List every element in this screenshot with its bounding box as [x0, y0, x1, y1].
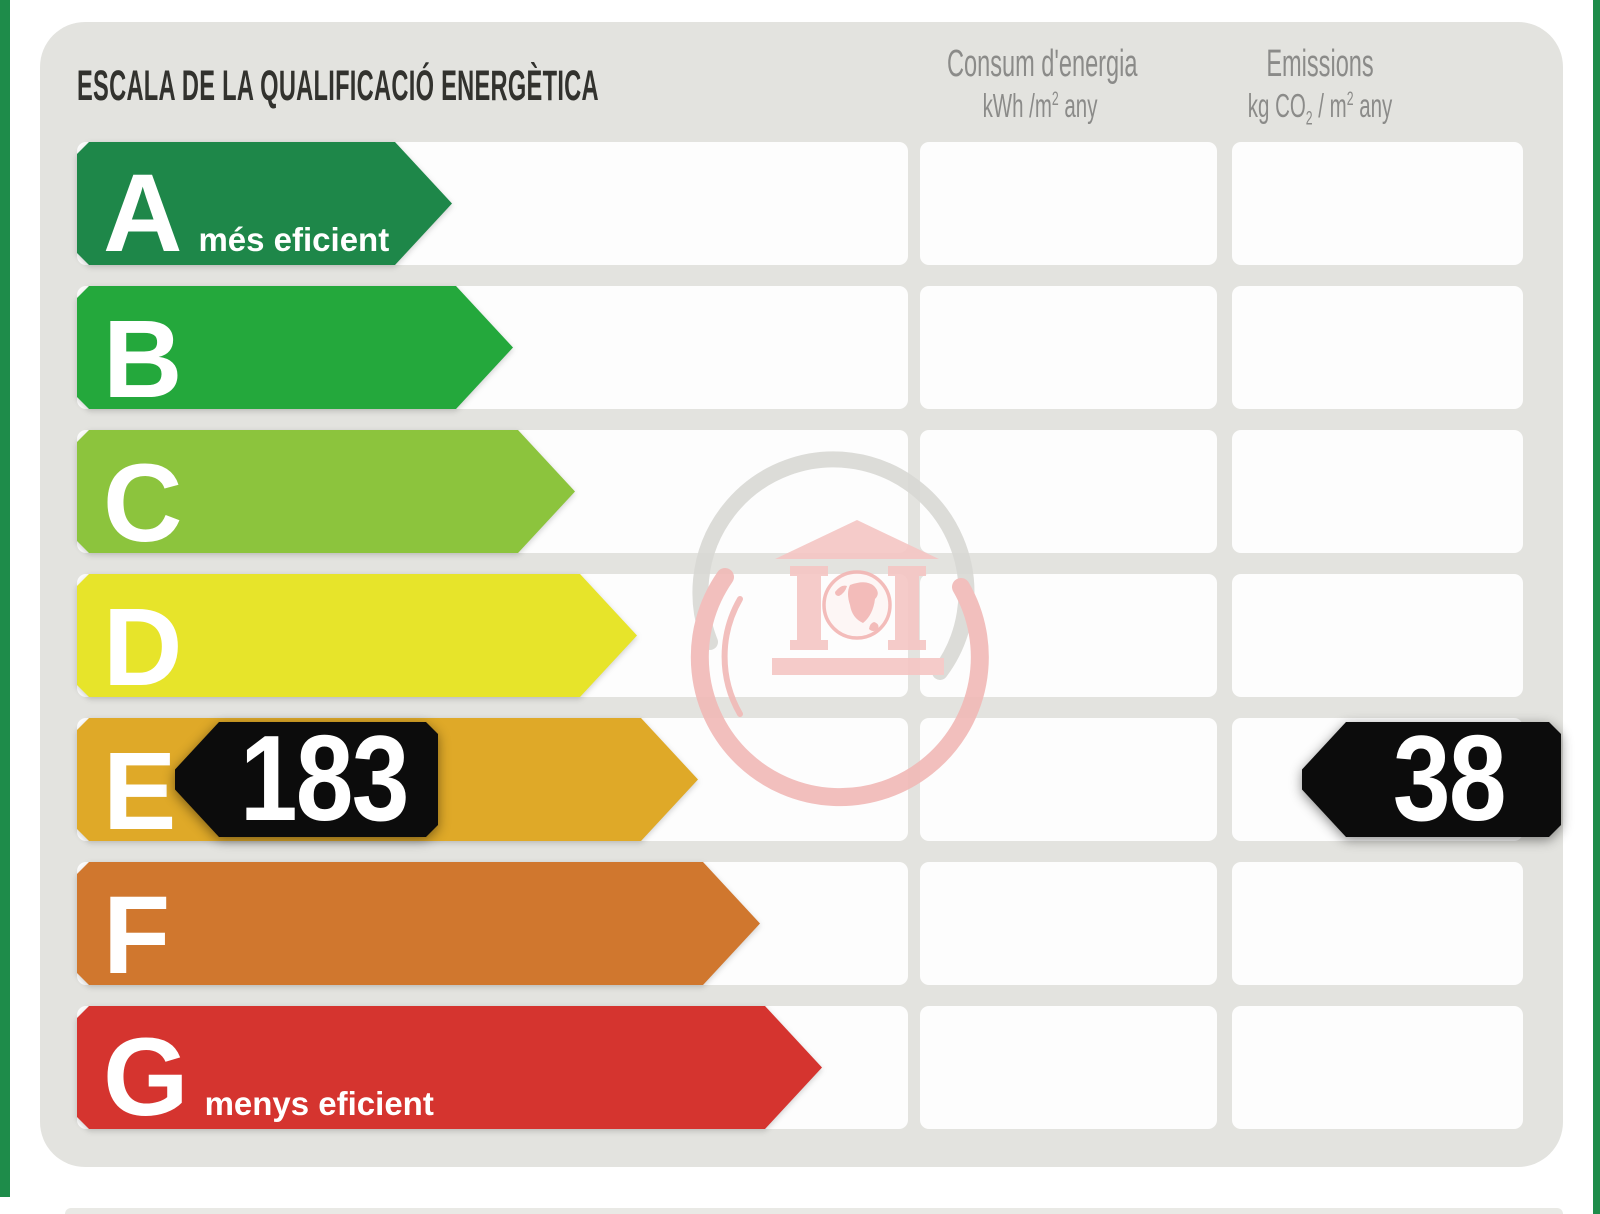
emissions-header-title: Emissions [1266, 43, 1374, 85]
energy-header-title: Consum d'energia [947, 43, 1138, 85]
next-section-edge [65, 1208, 1563, 1214]
scale-rows: A més eficient 183 38 B [40, 22, 1563, 1167]
emissions-value-cell [1232, 1006, 1523, 1129]
energy-value-cell [920, 1006, 1217, 1129]
rating-bar: F [77, 862, 760, 985]
rating-letter: B [103, 298, 183, 422]
energy-value-cell [920, 718, 1217, 841]
rating-row-G: G menys eficient 183 38 [77, 1006, 1563, 1129]
rating-letter: F [103, 874, 171, 998]
rating-row-B: B 183 38 [77, 286, 1563, 409]
rating-row-C: C 183 38 [77, 430, 1563, 553]
page-title: ESCALA DE LA QUALIFICACIÓ ENERGÈTICA [77, 62, 599, 110]
emissions-value-badge: 38 [1302, 722, 1561, 837]
rating-row-A: A més eficient 183 38 [77, 142, 1563, 265]
rating-letter: D [103, 586, 183, 710]
rating-letter: C [103, 442, 183, 566]
rating-letter: G [103, 1016, 189, 1139]
energy-value-cell [920, 142, 1217, 265]
emissions-value-cell [1232, 862, 1523, 985]
emissions-value-cell [1232, 574, 1523, 697]
energy-column-header: Consum d'energia kWh /m2 any [890, 42, 1190, 126]
rating-bar: D [77, 574, 637, 697]
energy-badge-arrow: 183 [175, 722, 438, 837]
energy-value-badge: 183 [175, 722, 438, 837]
energy-value-cell [920, 286, 1217, 409]
emissions-value-cell [1232, 286, 1523, 409]
right-green-border [1593, 0, 1600, 1214]
rating-bar: C [77, 430, 575, 553]
emissions-value: 38 [1392, 710, 1505, 846]
emissions-column-header: Emissions kg CO2 / m2 any [1170, 42, 1470, 130]
emissions-badge-arrow: 38 [1302, 722, 1561, 837]
left-green-border [0, 0, 10, 1197]
rating-letter: E [103, 730, 177, 854]
rating-label: menys eficient [204, 1085, 434, 1122]
energy-value: 183 [239, 710, 408, 846]
energy-header-unit: kWh /m2 any [982, 87, 1098, 124]
rating-row-D: D 183 38 [77, 574, 1563, 697]
energy-value-cell [920, 862, 1217, 985]
energy-rating-panel: ESCALA DE LA QUALIFICACIÓ ENERGÈTICA Con… [40, 22, 1563, 1167]
rating-bar: A més eficient [77, 142, 452, 265]
emissions-header-unit: kg CO2 / m2 any [1247, 87, 1393, 130]
rating-row-E: E 183 38 [77, 718, 1563, 841]
rating-bar: B [77, 286, 513, 409]
emissions-value-cell [1232, 142, 1523, 265]
rating-bar: G menys eficient [77, 1006, 822, 1129]
rating-row-F: F 183 38 [77, 862, 1563, 985]
energy-value-cell [920, 430, 1217, 553]
rating-label: més eficient [198, 221, 390, 258]
emissions-value-cell [1232, 430, 1523, 553]
rating-letter: A [103, 152, 183, 275]
energy-value-cell [920, 574, 1217, 697]
